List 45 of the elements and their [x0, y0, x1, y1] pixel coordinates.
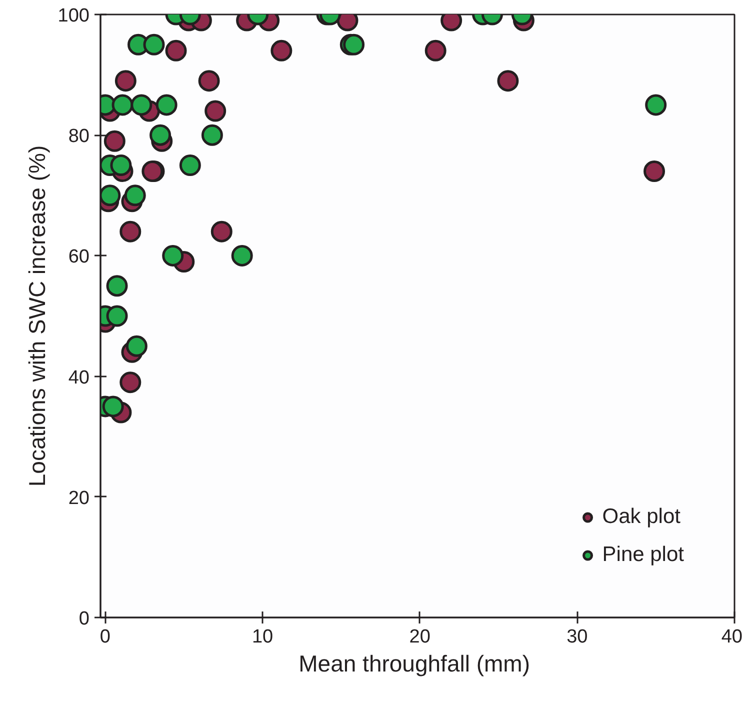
point	[270, 40, 292, 62]
x-tick-label: 20	[409, 626, 430, 648]
y-tick-label: 20	[68, 488, 90, 509]
point	[100, 184, 121, 206]
point	[644, 160, 666, 182]
point	[126, 335, 148, 357]
y-tick-label: 100	[58, 6, 90, 26]
point	[102, 396, 124, 418]
point	[106, 275, 128, 297]
y-tick-label: 40	[68, 367, 90, 388]
legend-label: Pine plot	[602, 543, 684, 567]
point	[143, 34, 165, 56]
point	[120, 220, 142, 242]
point	[231, 244, 253, 266]
y-tick-label: 0	[78, 608, 90, 630]
point	[198, 70, 220, 92]
point	[150, 124, 172, 146]
point	[497, 70, 519, 92]
point	[343, 34, 365, 56]
legend-label: Oak plot	[602, 505, 680, 529]
x-tick-label: 0	[100, 626, 111, 648]
point	[114, 70, 136, 92]
x-tick-label: 40	[721, 626, 742, 648]
point	[104, 130, 126, 152]
point	[201, 124, 223, 146]
point	[120, 372, 142, 394]
y-tick-label: 60	[68, 246, 90, 268]
point	[130, 94, 152, 116]
x-axis-title: Mean throughfall (mm)	[298, 650, 530, 676]
point	[424, 40, 446, 62]
point	[165, 40, 187, 62]
y-axis-title: Locations with SWC increase (%)	[24, 145, 50, 487]
point	[162, 244, 184, 266]
point	[156, 94, 178, 116]
x-tick-label: 10	[252, 626, 274, 648]
point	[112, 94, 134, 116]
point	[210, 220, 232, 242]
point	[106, 305, 128, 327]
x-tick-label: 30	[566, 626, 588, 648]
point	[110, 154, 132, 176]
y-tick-label: 80	[68, 126, 90, 148]
point	[179, 154, 201, 176]
point	[645, 94, 667, 116]
point	[124, 184, 146, 206]
point	[204, 100, 226, 122]
